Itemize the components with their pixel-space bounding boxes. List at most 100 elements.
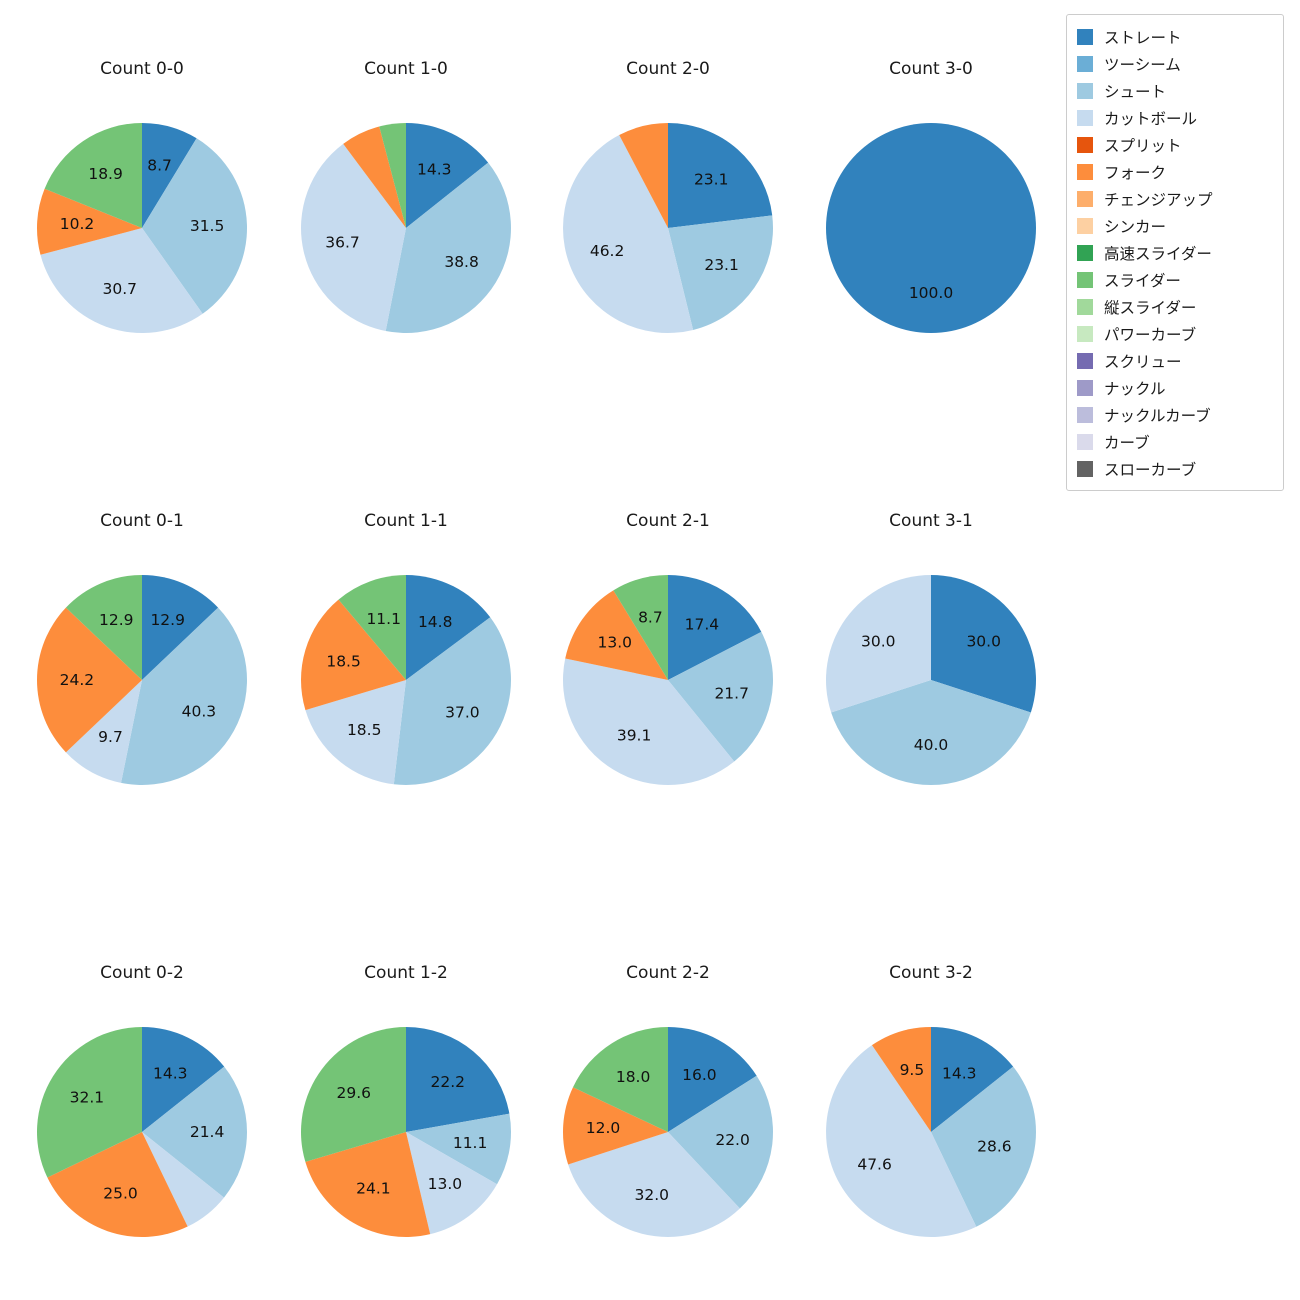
pie-svg: 22.2 11.1 13.0 24.1 29.6 [301,1027,512,1238]
pie-slice-straight [142,575,219,680]
pie-slice-fork [343,126,406,228]
pie-slice-shuuto [931,1066,1036,1227]
pie-slice-percent-label: 22.2 [431,1073,466,1091]
legend-item-slow-curve: スローカーブ [1077,455,1273,482]
pie-slice-slider [301,1027,406,1162]
legend-color-swatch-power-curve [1077,325,1093,342]
pie-slice-percent-label: 18.5 [326,652,361,670]
pie-slice-percent-label: 13.0 [598,634,633,652]
pie-chart-count-2-1: Count 2-1 17.4 21.7 39.1 13.0 8.7 [536,509,800,800]
pie-slice-percent-label: 8.7 [147,156,172,174]
chart-title: Count 1-2 [364,963,448,983]
pie-slice-percent-label: 25.0 [103,1184,138,1202]
pie-slice-slider [44,122,142,228]
pie-slice-percent-label: 21.7 [714,684,749,702]
pie-slice-shuuto [668,631,774,762]
legend: ストレート ツーシーム シュート カットボール スプリット フォーク チェンジアップ シンカー… [1066,14,1284,491]
pie-slice-straight [826,123,1036,333]
pie-slice-percent-label: 40.0 [914,736,949,754]
pie-slice-fork [565,590,668,680]
pie-slice-percent-label: 18.9 [88,165,123,183]
pie-chart-count-2-0: Count 2-0 23.1 23.1 46.2 [536,57,800,348]
pie-slice-percent-label: 8.7 [638,608,663,626]
legend-label-sinker: シンカー [1104,217,1167,236]
pie-slice-percent-label: 24.1 [356,1179,391,1197]
legend-color-swatch-screw [1077,352,1093,369]
pie-chart-count-0-2: Count 0-2 14.3 21.4 25.0 32.1 [10,961,274,1252]
chart-title: Count 1-1 [364,511,448,531]
pie-slice-percent-label: 12.0 [586,1119,621,1137]
legend-label-split: スプリット [1104,136,1182,155]
pie-slice-percent-label: 39.1 [617,727,652,745]
legend-label-slow-curve: スローカーブ [1104,460,1197,479]
pie-slice-percent-label: 14.3 [942,1064,977,1082]
pie-slice-shuuto [142,138,248,314]
pie-slice-percent-label: 100.0 [909,284,953,302]
legend-label-cut-ball: カットボール [1104,109,1198,128]
pie-slice-percent-label: 9.7 [98,728,123,746]
legend-item-knuckle-curve: ナックルカーブ [1077,401,1273,428]
pie-slice-fork [871,1027,931,1132]
pie-slice-percent-label: 18.0 [616,1068,651,1086]
pie-svg: 12.9 40.3 9.7 24.2 12.9 [36,575,247,785]
legend-item-curve: カーブ [1077,428,1273,455]
pie-slice-straight [931,1027,1014,1132]
pie-slice-fork [305,1132,431,1238]
pie-chart-count-3-2: Count 3-2 14.3 28.6 47.6 9.5 [799,961,1063,1252]
pie-slice-percent-label: 28.6 [977,1138,1012,1156]
pie-slice-percent-label: 14.3 [153,1064,188,1082]
pie-slice-percent-label: 13.0 [428,1175,463,1193]
pie-slice-straight [406,1027,510,1132]
pie-slice-slider [572,1027,668,1132]
pie-slice-fork [36,188,142,255]
pie-slice-percent-label: 37.0 [445,704,480,722]
pie-slice-shuuto [668,1075,773,1209]
pie-slice-slider [37,1027,142,1178]
chart-title: Count 1-0 [364,59,448,79]
chart-title: Count 2-0 [626,59,710,79]
pie-slice-percent-label: 47.6 [857,1155,892,1173]
pie-slice-cut-ball [406,1132,498,1235]
legend-item-straight: ストレート [1077,23,1273,50]
pie-slice-shuuto [668,215,773,330]
chart-title: Count 0-2 [100,963,184,983]
pie-slice-fork [301,599,406,711]
legend-color-swatch-slow-curve [1077,460,1093,477]
chart-title: Count 3-2 [889,963,973,983]
pie-chart-count-3-1: Count 3-1 30.0 40.0 30.0 [799,509,1063,800]
pie-slice-percent-label: 16.0 [682,1066,717,1084]
pie-slice-slider [338,575,406,680]
legend-color-swatch-fast-slider [1077,244,1093,261]
legend-color-swatch-shuuto [1077,82,1093,99]
pie-slice-fork [562,1087,668,1165]
pie-slice-slider [613,575,668,680]
pie-slice-straight [142,123,197,228]
pie-slice-percent-label: 12.9 [150,611,185,629]
pie-slice-cut-ball [825,575,931,713]
pie-slice-shuuto [393,617,511,785]
chart-title: Count 2-2 [626,963,710,983]
pie-slice-cut-ball [568,1132,740,1238]
pie-chart-count-0-0: Count 0-0 8.7 31.5 30.7 10.2 18.9 [10,57,274,348]
pie-slice-percent-label: 30.7 [103,280,138,298]
legend-item-screw: スクリュー [1077,347,1273,374]
pie-svg: 16.0 22.0 32.0 12.0 18.0 [562,1027,773,1238]
pie-slice-percent-label: 46.2 [590,242,625,260]
legend-color-swatch-sinker [1077,217,1093,234]
chart-title: Count 0-1 [100,511,184,531]
legend-label-screw: スクリュー [1104,352,1182,371]
pie-slice-cut-ball [562,658,735,786]
pie-chart-count-0-1: Count 0-1 12.9 40.3 9.7 24.2 12.9 [10,509,274,800]
pie-slice-fork [619,123,668,228]
pie-slice-shuuto [406,1113,512,1185]
legend-label-straight: ストレート [1104,28,1182,47]
pie-slice-percent-label: 14.8 [418,613,453,631]
pie-slice-percent-label: 12.9 [99,611,134,629]
pie-slice-cut-ball [142,1132,224,1227]
chart-title: Count 3-1 [889,511,973,531]
pie-slice-shuuto [385,162,511,333]
legend-label-slider: スライダー [1104,271,1181,290]
pie-slice-percent-label: 11.1 [366,610,401,628]
pie-slice-straight [406,123,489,228]
legend-item-changeup: チェンジアップ [1077,185,1273,212]
